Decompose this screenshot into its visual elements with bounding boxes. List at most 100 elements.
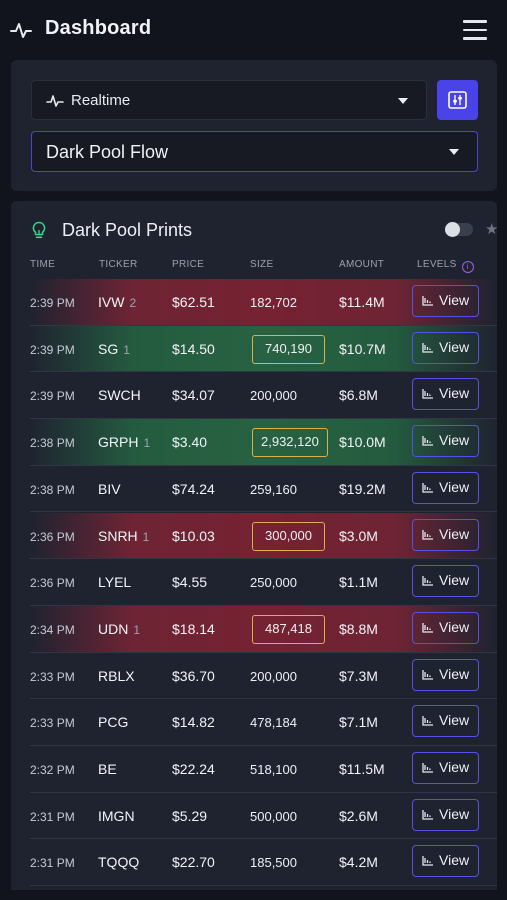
row-size: 487,418 [252,614,325,644]
table-row[interactable]: 2:39 PM SWCH $34.07 200,000 $6.8M View [30,372,497,420]
row-price: $5.29 [172,807,208,824]
star-icon[interactable]: ★ [485,221,497,238]
row-ticker[interactable]: TQQQ [98,854,139,870]
levels-chart-icon [422,856,433,867]
row-ticker-symbol: IMGN [98,807,135,824]
row-size: 478,184 [250,715,297,731]
levels-chart-icon [422,763,433,773]
levels-chart-icon [422,622,433,633]
view-levels-button[interactable]: View [412,565,479,598]
flow-select[interactable]: Dark Pool Flow [31,131,478,172]
table-row[interactable]: 2:31 PM IMGN $5.29 500,000 $2.6M View [30,793,497,840]
column-header-levels-label: LEVELS [417,259,457,270]
view-levels-button[interactable]: View [412,331,479,364]
sliders-icon [448,91,467,109]
row-ticker[interactable]: IMGN [98,808,135,824]
view-levels-button[interactable]: View [412,518,479,551]
levels-chart-icon [422,576,433,586]
view-levels-button[interactable]: View [412,705,479,738]
view-levels-button[interactable]: View [412,845,479,878]
view-levels-button[interactable]: View [412,752,479,784]
row-ticker-symbol: SWCH [98,387,141,404]
table-row[interactable]: 2:38 PM BIV $74.24 259,160 $19.2M View [30,466,497,513]
row-ticker[interactable]: BIV [98,481,121,497]
view-levels-button[interactable]: View [412,658,479,691]
table-row[interactable]: 2:33 PM RBLX $36.70 200,000 $7.3M View [30,653,497,700]
chevron-down-icon [398,98,408,104]
filter-settings-button[interactable] [437,80,478,120]
top-bar: Dashboard [0,0,507,60]
table-row[interactable]: 2:36 PM LYEL $4.55 250,000 $1.1M View [30,559,497,606]
view-button-label: View [439,618,470,635]
table-row[interactable]: 2:34 PM UDN 1 $18.14 487,418 $8.8M View [30,605,497,653]
row-size: 200,000 [250,668,297,684]
view-levels-button[interactable]: View [412,798,479,831]
row-size: 500,000 [250,808,297,824]
row-ticker[interactable]: GRPH 1 [98,434,150,450]
view-button-label: View [439,665,470,682]
row-price: $36.70 [172,667,215,684]
row-size: 2,932,120 [252,428,328,458]
card-header: Dark Pool Prints ★ [11,201,497,256]
row-ticker[interactable]: LYEL [98,574,131,590]
row-price: $62.51 [172,294,215,310]
table-header: TIME TICKER PRICE SIZE AMOUNT LEVELS i [11,257,497,279]
levels-chart-icon [422,529,433,540]
row-print-count: 2 [129,296,137,310]
row-amount: $7.3M [339,667,378,684]
row-size: 300,000 [252,521,325,551]
row-price: $22.70 [172,854,215,871]
table-row[interactable]: 2:39 PM SG 1 $14.50 740,190 $10.7M View [30,325,497,373]
row-ticker[interactable]: BE [98,761,117,777]
row-ticker-symbol: BIV [98,480,121,497]
table-row[interactable]: 2:33 PM PCG $14.82 478,184 $7.1M View [30,699,497,746]
table-row[interactable]: 2:39 PM IVW 2 $62.51 182,702 $11.4M View [30,279,497,326]
flow-select-value: Dark Pool Flow [46,142,169,162]
row-ticker-symbol: LYEL [98,574,132,591]
levels-chart-icon [422,389,433,400]
view-levels-button[interactable]: View [412,471,479,504]
toggle-switch[interactable] [445,222,473,237]
row-size: 740,190 [252,334,325,364]
row-amount: $10.7M [339,340,386,357]
row-ticker[interactable]: SNRH 1 [98,528,149,544]
table-row[interactable]: 2:38 PM GRPH 1 $3.40 2,932,120 $10.0M View [30,419,497,466]
row-ticker[interactable]: SG 1 [98,341,130,357]
row-price: $14.82 [172,714,215,731]
table-row[interactable]: 2:32 PM BE $22.24 518,100 $11.5M View [30,746,497,793]
row-ticker[interactable]: PCG [98,714,128,730]
view-levels-button[interactable]: View [412,611,479,644]
row-time: 2:38 PM [30,436,75,451]
row-ticker[interactable]: IVW 2 [98,294,136,310]
row-ticker-symbol: SG [98,340,119,357]
levels-chart-icon [422,716,433,726]
row-print-count: 1 [123,342,130,357]
column-header-ticker: TICKER [99,259,138,270]
row-ticker[interactable]: UDN 1 [98,621,140,637]
row-ticker-symbol: SNRH [98,527,138,544]
row-ticker[interactable]: SWCH [98,387,141,403]
row-time: 2:39 PM [30,296,75,310]
row-price: $10.03 [172,527,215,544]
row-ticker-symbol: UDN [98,620,129,637]
levels-chart-icon [422,809,433,820]
row-print-count: 1 [133,622,141,637]
row-time: 2:32 PM [30,763,75,777]
row-price: $22.24 [172,761,215,777]
hamburger-menu-icon[interactable] [463,20,487,40]
info-icon[interactable]: i [461,261,474,273]
row-size: 518,100 [250,762,297,777]
view-levels-button[interactable]: View [412,425,479,458]
row-amount: $11.4M [339,294,385,310]
column-header-amount: AMOUNT [339,259,385,270]
view-levels-button[interactable]: View [412,378,479,411]
row-size: 259,160 [250,481,297,497]
view-levels-button[interactable]: View [412,285,479,317]
mode-select[interactable]: Realtime [31,80,427,120]
column-header-levels: LEVELS i [417,259,474,273]
table-row[interactable]: 2:31 PM TQQQ $22.70 185,500 $4.2M View [30,839,497,887]
table-row[interactable]: 2:36 PM SNRH 1 $10.03 300,000 $3.0M View [30,512,497,560]
pulse-icon [46,95,64,107]
row-ticker[interactable]: RBLX [98,668,135,684]
row-time: 2:31 PM [30,809,75,824]
